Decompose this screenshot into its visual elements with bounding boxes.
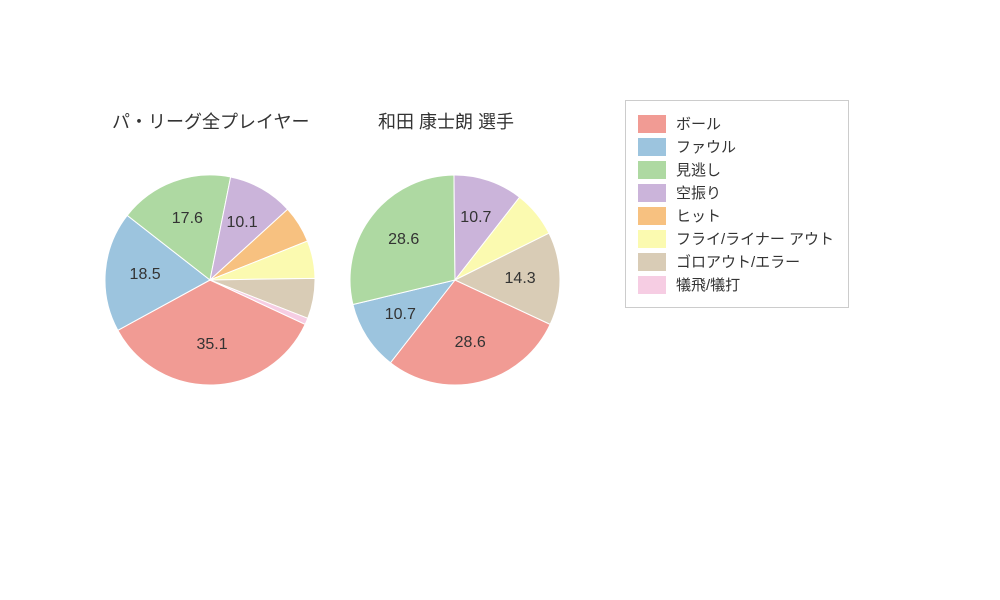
legend-swatch-hit [638, 207, 666, 225]
legend-swatch-ground [638, 253, 666, 271]
legend-item-foul: ファウル [638, 136, 834, 157]
pie-chart-league: 35.118.517.610.1 [105, 175, 315, 385]
legend-label-swing: 空振り [676, 182, 721, 203]
legend-item-sac: 犠飛/犠打 [638, 274, 834, 295]
chart-title-player: 和田 康士朗 選手 [378, 108, 514, 134]
legend: ボールファウル見逃し空振りヒットフライ/ライナー アウトゴロアウト/エラー犠飛/… [625, 100, 849, 308]
legend-swatch-look [638, 161, 666, 179]
pie-svg [350, 175, 560, 385]
legend-item-ground: ゴロアウト/エラー [638, 251, 834, 272]
pie-chart-player: 28.610.728.610.714.3 [350, 175, 560, 385]
legend-item-flyout: フライ/ライナー アウト [638, 228, 834, 249]
legend-label-look: 見逃し [676, 159, 721, 180]
legend-item-look: 見逃し [638, 159, 834, 180]
legend-item-swing: 空振り [638, 182, 834, 203]
chart-canvas: パ・リーグ全プレイヤー 35.118.517.610.1 和田 康士朗 選手 2… [0, 0, 1000, 600]
legend-swatch-flyout [638, 230, 666, 248]
legend-label-ball: ボール [676, 113, 721, 134]
legend-label-sac: 犠飛/犠打 [676, 274, 740, 295]
legend-item-hit: ヒット [638, 205, 834, 226]
legend-label-ground: ゴロアウト/エラー [676, 251, 800, 272]
legend-swatch-ball [638, 115, 666, 133]
pie-svg [105, 175, 315, 385]
legend-swatch-swing [638, 184, 666, 202]
legend-label-foul: ファウル [676, 136, 736, 157]
legend-swatch-foul [638, 138, 666, 156]
legend-item-ball: ボール [638, 113, 834, 134]
legend-swatch-sac [638, 276, 666, 294]
legend-label-hit: ヒット [676, 205, 721, 226]
legend-label-flyout: フライ/ライナー アウト [676, 228, 834, 249]
chart-title-league: パ・リーグ全プレイヤー [112, 108, 309, 134]
